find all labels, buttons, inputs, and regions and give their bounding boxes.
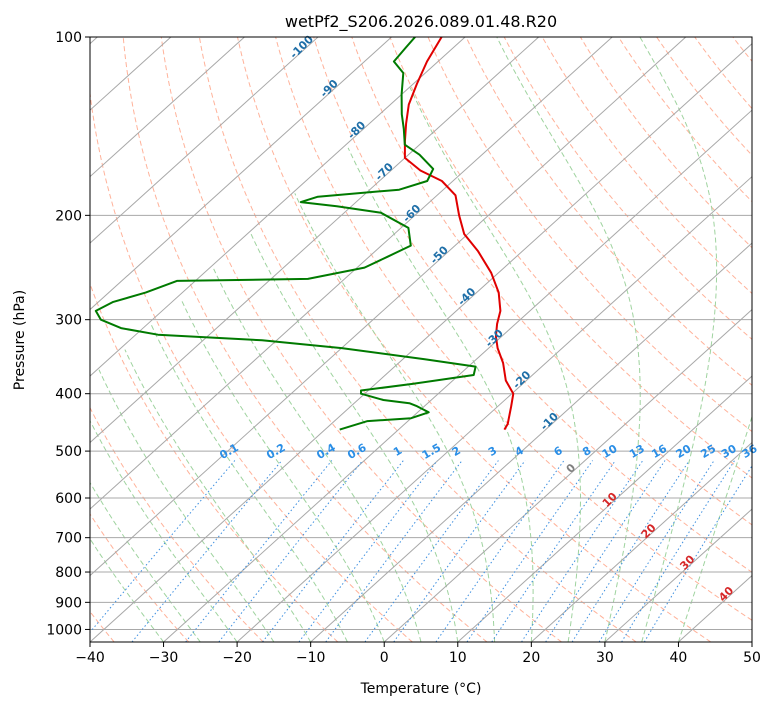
moist-adiabat-line	[150, 324, 348, 642]
moist-adiabat-line	[294, 193, 496, 642]
dry-adiabat-line	[618, 37, 752, 203]
moist-adiabat-line	[496, 37, 641, 642]
x-tick-label: 10	[449, 650, 467, 666]
moist-adiabat-line	[639, 37, 718, 642]
dry-adiabat-line	[389, 37, 752, 479]
y-tick-label: 300	[55, 313, 82, 329]
y-tick-label: 200	[55, 208, 82, 224]
y-tick-label: 700	[55, 531, 82, 547]
chart-title: wetPf2_S206.2026.089.01.48.R20	[285, 12, 557, 32]
mixing-ratio-line	[325, 460, 463, 642]
mixing-ratio-line	[393, 460, 526, 642]
moist-adiabat-line	[90, 537, 164, 642]
dry-adiabat-line	[427, 37, 752, 433]
isotherm-line	[163, 109, 752, 642]
mixing-ratio-line	[521, 460, 644, 642]
dry-adiabat-line	[160, 37, 562, 642]
mixing-ratio-line	[491, 460, 616, 642]
y-tick-label: 100	[55, 30, 82, 46]
moist-adiabat-line	[90, 419, 238, 642]
isotherm-line	[90, 37, 392, 311]
mixing-ratio-line	[643, 464, 752, 642]
isotherm-line	[90, 37, 613, 510]
mixing-ratio-line	[131, 460, 283, 642]
moist-adiabat-line	[90, 481, 201, 642]
isotherm-line	[530, 441, 752, 642]
dry-adiabat-line	[656, 37, 752, 157]
dry-adiabat-line	[198, 37, 637, 642]
mixing-ratio-line	[185, 460, 333, 642]
isotherm-line	[90, 37, 540, 444]
moist-adiabat-line	[98, 369, 275, 642]
y-tick-label: 800	[55, 565, 82, 581]
mixing-ratio-line	[435, 460, 565, 642]
mixing-ratio-line	[364, 460, 499, 642]
moist-adiabat-line	[677, 415, 752, 642]
dry-adiabat-line	[465, 37, 752, 386]
x-axis-label: Temperature (°C)	[360, 681, 482, 697]
y-tick-label: 500	[55, 444, 82, 460]
temperature-profile-line	[403, 37, 515, 431]
x-tick-label: 30	[596, 650, 614, 666]
x-tick-label: −40	[75, 650, 105, 666]
dry-adiabat-line	[90, 282, 339, 642]
mixing-ratio-line	[545, 460, 666, 642]
dry-adiabat-line	[90, 513, 190, 642]
dewpoint-profile-line	[94, 37, 477, 431]
x-tick-label: 50	[743, 650, 761, 666]
isotherm-line	[236, 175, 752, 642]
dry-adiabat-line	[351, 37, 752, 526]
x-tick-label: 0	[380, 650, 389, 666]
x-tick-label: 20	[522, 650, 540, 666]
moist-adiabat-line	[250, 233, 459, 642]
isotherm-line	[90, 42, 752, 642]
dry-adiabat-line	[275, 37, 752, 621]
isotherm-line	[604, 508, 752, 642]
x-tick-label: −10	[296, 650, 326, 666]
isotherm-line	[90, 37, 466, 377]
isotherm-line	[310, 242, 752, 642]
isotherm-line	[383, 308, 752, 642]
x-tick-label: −20	[222, 650, 252, 666]
dry-adiabat-line	[313, 37, 752, 573]
isotherm-line	[90, 37, 245, 178]
dry-adiabat-line	[90, 89, 413, 642]
x-tick-label: 40	[670, 650, 688, 666]
dry-adiabat-line	[122, 37, 488, 642]
x-tick-label: −30	[149, 650, 179, 666]
moist-adiabat-line	[409, 87, 581, 642]
plot-frame	[89, 36, 753, 643]
mixing-ratio-line	[466, 460, 594, 642]
y-tick-label: 1000	[46, 622, 82, 638]
moist-adiabat-line	[213, 268, 422, 642]
isotherm-line	[90, 37, 687, 577]
y-tick-label: 900	[55, 595, 82, 611]
isotherm-line	[457, 375, 752, 642]
y-axis-label: Pressure (hPa)	[12, 290, 28, 390]
isotherm-line	[90, 37, 319, 244]
moist-adiabat-line	[124, 349, 312, 642]
y-tick-label: 400	[55, 387, 82, 403]
moist-adiabat-line	[347, 147, 534, 642]
y-tick-label: 600	[55, 491, 82, 507]
mixing-ratio-line	[218, 460, 364, 642]
dry-adiabat-line	[503, 37, 752, 340]
dry-adiabat-line	[579, 37, 752, 249]
